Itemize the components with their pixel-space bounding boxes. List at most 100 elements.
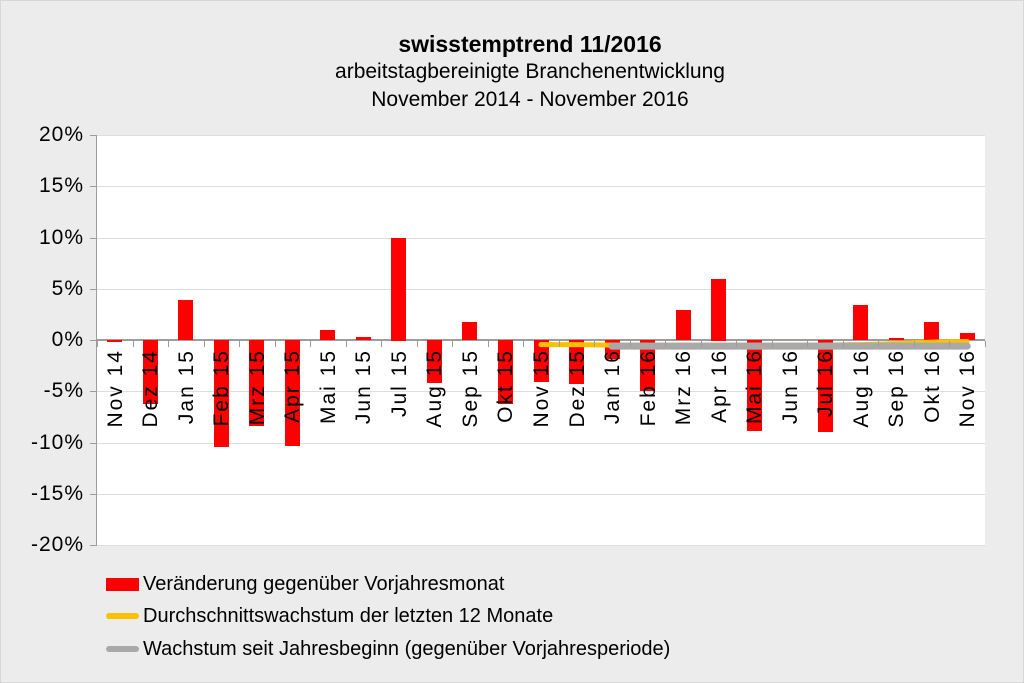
gridline: [97, 238, 985, 239]
x-axis-label: Okt 16: [921, 349, 944, 423]
x-axis-label: Okt 15: [494, 349, 517, 423]
x-axis-label: Jan 15: [175, 349, 198, 425]
y-axis-label: 20%: [38, 123, 84, 146]
legend-item-avg-line: Durchschnittswachstum der letzten 12 Mon…: [106, 603, 553, 629]
bar: [676, 310, 691, 341]
y-axis-label: 5%: [51, 277, 84, 300]
x-axis-label: Aug 15: [423, 349, 446, 428]
x-axis-label: Sep 15: [459, 349, 482, 428]
bar: [498, 340, 513, 404]
x-axis-label: Mai 16: [743, 349, 766, 425]
y-axis-tick: [90, 391, 97, 392]
bar: [818, 340, 833, 432]
legend-marker-gray-line: [106, 646, 139, 652]
y-axis-tick: [90, 186, 97, 187]
y-axis-tick: [90, 135, 97, 136]
y-axis-tick: [90, 443, 97, 444]
y-axis-tick: [90, 340, 97, 341]
x-axis-label: Feb 15: [210, 349, 233, 427]
x-axis-tick: [594, 341, 595, 347]
gridline: [97, 391, 985, 392]
gridline: [97, 443, 985, 444]
y-axis-label: 10%: [38, 226, 84, 249]
y-axis-line: [96, 135, 97, 546]
bar: [178, 300, 193, 341]
x-axis-label: Dez 15: [566, 349, 589, 428]
chart-title-block: swisstemptrend 11/2016 arbeitstagbereini…: [86, 30, 974, 114]
bar: [960, 332, 975, 340]
bar: [462, 321, 477, 340]
bar: [534, 340, 549, 382]
chart-subtitle: arbeitstagbereinigte Branchenentwicklung: [335, 60, 725, 83]
bar: [285, 340, 300, 446]
bar: [889, 337, 904, 340]
x-axis-label: Dez 14: [139, 349, 162, 428]
legend-label: Veränderung gegenüber Vorjahresmonat: [143, 573, 505, 595]
x-axis-label: Mai 15: [317, 349, 340, 425]
bar: [107, 340, 122, 342]
x-axis-label: Mrz 16: [672, 349, 695, 426]
legend-marker-red-bar: [106, 577, 139, 591]
x-axis-label: Jul 15: [388, 349, 411, 418]
bar: [391, 237, 406, 341]
x-axis-label: Jul 16: [814, 349, 837, 418]
x-axis-tick: [949, 341, 950, 347]
bar: [569, 340, 584, 384]
x-axis-tick: [701, 341, 702, 347]
x-axis-tick: [381, 341, 382, 347]
x-axis-label: Jun 15: [352, 349, 375, 425]
x-axis-tick: [133, 341, 134, 347]
y-axis-tick: [90, 289, 97, 290]
bar: [356, 336, 371, 340]
gridline: [97, 135, 985, 136]
bar: [924, 321, 939, 340]
y-axis-label: -20%: [30, 533, 84, 556]
x-axis-label: Aug 16: [850, 349, 873, 428]
x-axis-label: Apr 16: [708, 349, 731, 423]
x-axis-tick: [807, 341, 808, 347]
x-axis-tick: [665, 341, 666, 347]
legend-item-bar-series: Veränderung gegenüber Vorjahresmonat: [106, 571, 504, 597]
gridline: [97, 186, 985, 187]
y-axis-tick: [90, 494, 97, 495]
x-axis-label: Sep 16: [885, 349, 908, 428]
x-axis-tick: [523, 341, 524, 347]
x-axis-tick: [346, 341, 347, 347]
x-axis-tick: [310, 341, 311, 347]
y-axis-tick: [90, 238, 97, 239]
x-axis-tick: [630, 341, 631, 347]
bar: [747, 340, 762, 431]
x-axis-label: Jun 16: [779, 349, 802, 425]
y-axis-label: 15%: [38, 174, 84, 197]
x-axis-tick: [878, 341, 879, 347]
x-axis-label: Nov 15: [530, 349, 553, 428]
x-axis-label: Feb 16: [637, 349, 660, 427]
x-axis-tick: [985, 341, 986, 347]
x-axis-tick: [204, 341, 205, 347]
x-axis-tick: [488, 341, 489, 347]
gridline: [97, 289, 985, 290]
chart-date-range: November 2014 - November 2016: [371, 88, 689, 111]
x-axis-tick: [772, 341, 773, 347]
x-axis-tick: [559, 341, 560, 347]
bar: [214, 340, 229, 447]
gridline: [97, 545, 985, 546]
x-axis-tick: [452, 341, 453, 347]
y-axis-label: -5%: [43, 379, 84, 402]
x-axis-tick: [417, 341, 418, 347]
x-axis-label: Nov 14: [104, 349, 127, 428]
legend-label: Wachstum seit Jahresbeginn (gegenüber Vo…: [143, 638, 671, 660]
bar: [427, 340, 442, 383]
x-axis-tick: [843, 341, 844, 347]
bar: [320, 329, 335, 340]
y-axis-label: -15%: [30, 482, 84, 505]
y-axis-label: 0%: [51, 328, 84, 351]
legend-label: Durchschnittswachstum der letzten 12 Mon…: [143, 605, 554, 627]
chart-title: swisstemptrend 11/2016: [398, 31, 662, 57]
x-axis-tick: [914, 341, 915, 347]
x-axis-label: Apr 15: [281, 349, 304, 423]
x-axis-label: Jan 16: [601, 349, 624, 425]
bar: [853, 305, 868, 341]
